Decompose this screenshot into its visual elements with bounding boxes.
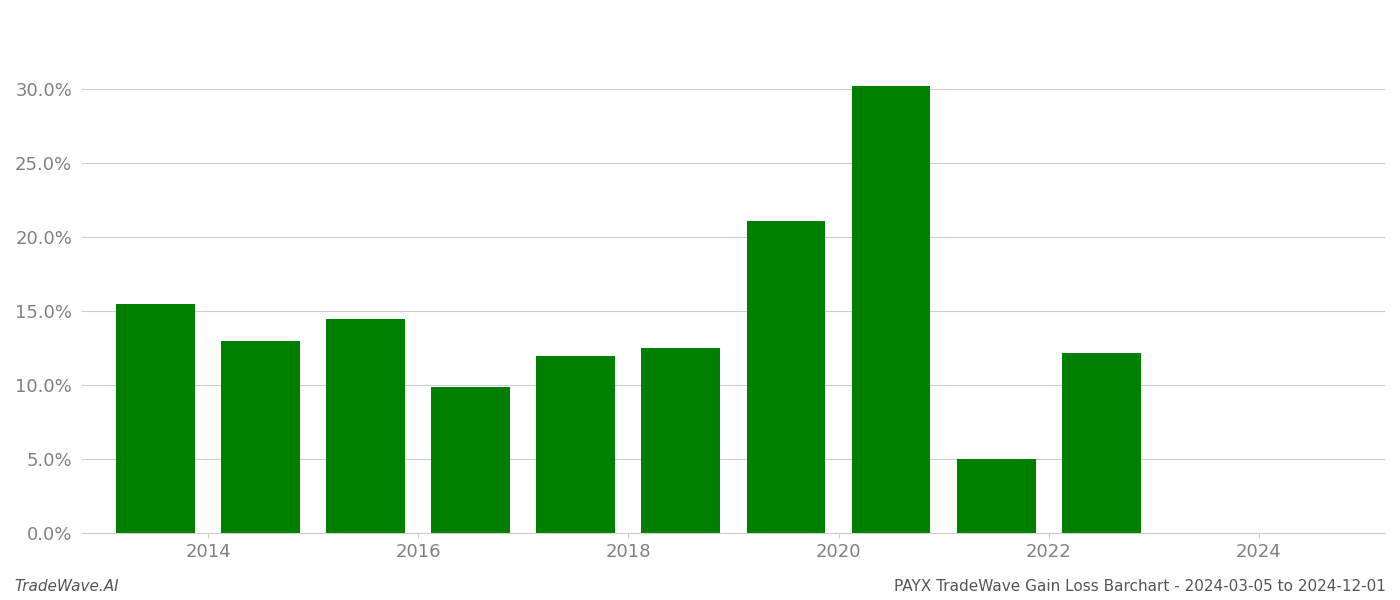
Text: TradeWave.AI: TradeWave.AI (14, 579, 119, 594)
Bar (851, 86, 931, 533)
Bar (431, 386, 510, 533)
Bar (1061, 353, 1141, 533)
Bar (221, 341, 300, 533)
Bar (326, 319, 405, 533)
Bar (746, 221, 826, 533)
Bar (536, 356, 615, 533)
Text: PAYX TradeWave Gain Loss Barchart - 2024-03-05 to 2024-12-01: PAYX TradeWave Gain Loss Barchart - 2024… (895, 579, 1386, 594)
Bar (116, 304, 195, 533)
Bar (641, 348, 720, 533)
Bar (956, 459, 1036, 533)
